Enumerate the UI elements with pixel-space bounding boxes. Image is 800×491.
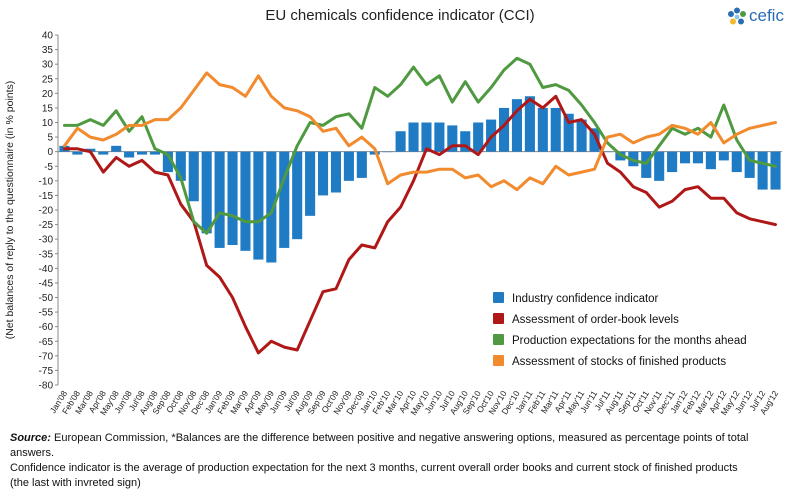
y-tick-label: -60 [39, 322, 54, 333]
y-tick-label: 20 [42, 89, 54, 100]
bar-industry-confidence [356, 151, 367, 178]
bar-industry-confidence [576, 119, 587, 152]
bar-industry-confidence [537, 107, 548, 152]
y-tick-label: -30 [39, 235, 54, 246]
y-tick-label: -5 [44, 162, 53, 173]
bar-industry-confidence [589, 128, 600, 152]
footer-line-3: (the last with invreted sign) [10, 477, 141, 489]
y-tick-label: 15 [42, 103, 54, 114]
y-tick-label: -35 [39, 249, 54, 260]
chart-svg: -80-75-70-65-60-55-50-45-40-35-30-25-20-… [4, 31, 782, 417]
y-tick-label: -40 [39, 264, 54, 275]
y-tick-label: -55 [39, 308, 54, 319]
y-tick-label: 35 [42, 45, 54, 56]
bar-industry-confidence [667, 151, 678, 173]
chart-title: EU chemicals confidence indicator (CCI) [265, 7, 535, 24]
source-text: European Commission, *Balances are the d… [10, 432, 749, 459]
y-tick-label: -75 [39, 366, 54, 377]
bar-industry-confidence [266, 151, 277, 263]
footer-line-2: Confidence indicator is the average of p… [10, 462, 738, 474]
bar-industry-confidence [654, 151, 665, 181]
bar-industry-confidence [227, 151, 238, 245]
cefic-logo-icon [728, 7, 746, 25]
legend-swatch [493, 355, 504, 366]
y-tick-label: 5 [47, 133, 53, 144]
bar-industry-confidence [305, 151, 316, 216]
bar-industry-confidence [292, 151, 303, 240]
bar-industry-confidence [563, 113, 574, 152]
bar-industry-confidence [498, 107, 510, 152]
bar-industry-confidence [511, 99, 523, 152]
y-tick-label: 30 [42, 60, 54, 71]
bar-industry-confidence [369, 151, 380, 155]
bar-industry-confidence [162, 151, 173, 173]
y-tick-label: 0 [47, 147, 53, 158]
bar-industry-confidence [524, 96, 535, 152]
stocks-line [63, 71, 777, 192]
bar-industry-confidence [757, 151, 768, 190]
legend-label: Assessment of order-book levels [512, 314, 679, 326]
bar-industry-confidence [149, 151, 161, 155]
bar-industry-confidence [421, 122, 432, 152]
bar-industry-confidence [679, 151, 691, 164]
bar-industry-confidence [188, 151, 199, 202]
bar-industry-confidence [98, 151, 109, 155]
bar-industry-confidence [72, 151, 83, 155]
order-book-line [63, 94, 777, 355]
bar-industry-confidence [731, 151, 742, 173]
bar-industry-confidence [744, 151, 755, 178]
legend-label: Industry confidence indicator [512, 293, 659, 305]
y-tick-label: -20 [39, 206, 54, 217]
bar-industry-confidence [343, 151, 354, 181]
bar-industry-confidence [692, 151, 704, 164]
y-tick-label: -80 [39, 381, 54, 392]
bar-industry-confidence [473, 122, 484, 152]
bar-industry-confidence [253, 151, 264, 260]
bar-industry-confidence [460, 131, 471, 152]
bar-industry-confidence [240, 151, 251, 251]
bar-industry-confidence [602, 151, 613, 153]
bar-industry-confidence [447, 125, 458, 152]
y-tick-label: 10 [42, 118, 54, 129]
bar-industry-confidence [317, 151, 329, 196]
y-tick-label: -70 [39, 351, 54, 362]
bar-industry-confidence [201, 151, 212, 234]
bar-industry-confidence [770, 151, 781, 190]
y-tick-label: -10 [39, 176, 54, 187]
bar-industry-confidence [705, 151, 716, 170]
source-footer: Source: European Commission, *Balances a… [10, 431, 790, 491]
bar-industry-confidence [382, 151, 393, 153]
bar-industry-confidence [214, 151, 225, 248]
legend-swatch [493, 292, 504, 303]
bar-industry-confidence [330, 151, 342, 193]
y-tick-label: -65 [39, 337, 54, 348]
legend-label: Assessment of stocks of finished product… [512, 356, 726, 368]
legend-swatch [493, 313, 504, 324]
bar-industry-confidence [136, 151, 148, 155]
y-axis-label: (Net balances of reply to the questionna… [4, 81, 16, 340]
legend-label: Production expectations for the months a… [512, 335, 747, 347]
production-expectations-line [63, 56, 777, 235]
logo-text: cefic [749, 6, 784, 25]
bar-industry-confidence [550, 107, 561, 152]
y-tick-label: 25 [42, 74, 54, 85]
bar-industry-confidence [434, 122, 445, 152]
y-tick-label: 40 [42, 31, 54, 42]
bar-industry-confidence [395, 131, 406, 152]
legend-swatch [493, 334, 504, 345]
source-label: Source: [10, 432, 51, 444]
bar-industry-confidence [175, 151, 186, 181]
bar-industry-confidence [408, 122, 419, 152]
footer-line-1: Source: European Commission, *Balances a… [10, 431, 790, 461]
bar-industry-confidence [279, 151, 290, 248]
y-tick-label: -45 [39, 278, 54, 289]
cefic-logo: cefic [727, 4, 795, 30]
bar-industry-confidence [718, 151, 729, 161]
y-tick-label: -50 [39, 293, 54, 304]
bar-industry-confidence [124, 151, 135, 158]
y-tick-label: -25 [39, 220, 54, 231]
y-tick-label: -15 [39, 191, 54, 202]
bar-industry-confidence [111, 145, 122, 152]
